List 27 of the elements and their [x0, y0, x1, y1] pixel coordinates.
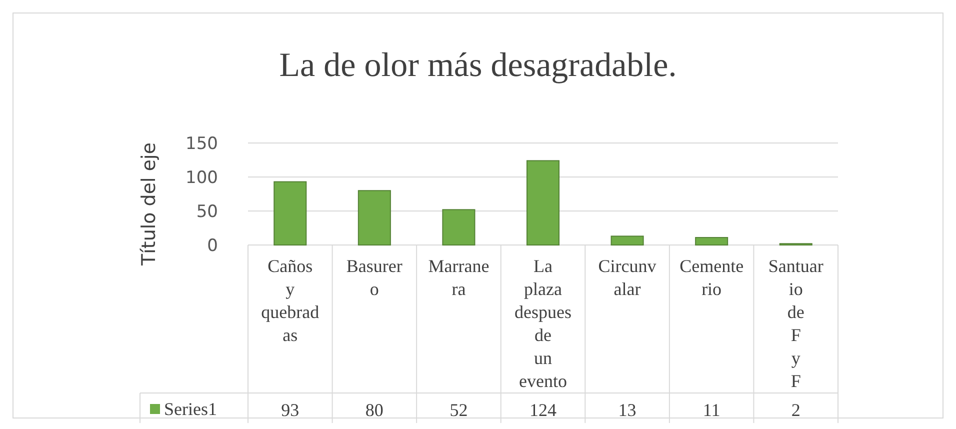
- y-tick-label: 100: [186, 168, 218, 188]
- bar: [274, 181, 307, 246]
- bar: [442, 209, 476, 246]
- y-tick-label: 50: [196, 202, 218, 222]
- data-label: 93: [281, 400, 300, 420]
- bar: [695, 237, 728, 246]
- x-tick-label: La plaza despues de un evento: [514, 256, 572, 391]
- data-label: 124: [530, 400, 556, 420]
- y-tick-label: 150: [186, 134, 218, 154]
- y-tick-label: 0: [207, 236, 218, 256]
- bar: [526, 160, 560, 246]
- x-tick-label: Circunvalar: [598, 256, 656, 299]
- bar: [358, 190, 391, 246]
- data-label: 2: [791, 400, 800, 420]
- legend-label: Series1: [164, 399, 217, 419]
- bar: [610, 236, 644, 246]
- chart-title: La de olor más desagradable.: [279, 47, 677, 84]
- data-label: 52: [450, 400, 468, 420]
- x-tick-label: Marranera: [428, 256, 490, 299]
- x-tick-label: Santuario de F y F: [768, 256, 824, 391]
- data-label: 80: [365, 400, 384, 420]
- data-label: 13: [618, 400, 636, 420]
- x-tick-label: Basurero: [346, 256, 402, 299]
- y-axis-title: Título del eje: [138, 142, 160, 267]
- data-label: 11: [702, 400, 720, 420]
- x-tick-label: Cementerio: [680, 256, 744, 299]
- x-tick-label: Caños y quebradas: [261, 256, 320, 345]
